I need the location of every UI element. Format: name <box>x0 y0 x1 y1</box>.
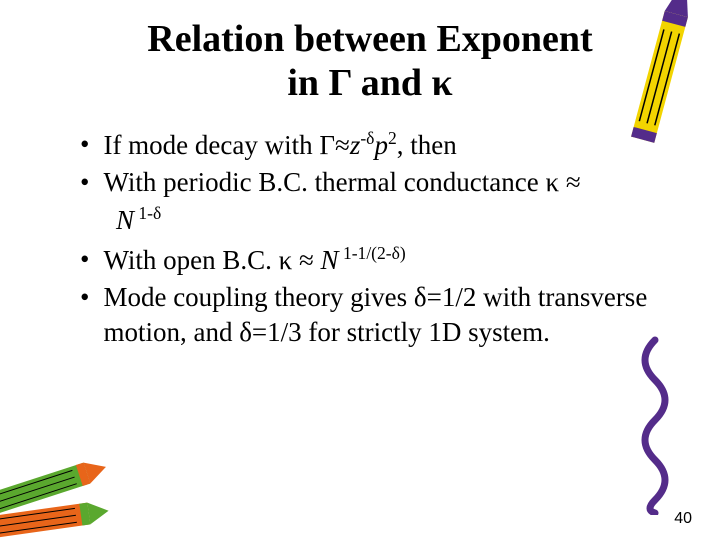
bullet-list: • If mode decay with Γ≈z-δp2, then • Wit… <box>60 127 680 349</box>
bullet-text: With open B.C. κ ≈ N 1-1/(2-δ) <box>103 242 680 278</box>
title-line-1: Relation between Exponent <box>147 18 592 60</box>
bullet-text: Mode coupling theory gives δ=1/2 with tr… <box>103 280 680 350</box>
bullet-dot: • <box>80 242 89 277</box>
bullet-text: With periodic B.C. thermal conductance κ… <box>103 165 680 200</box>
bullet-item-2-continuation: N 1-δ <box>80 203 680 236</box>
bullet-text: If mode decay with Γ≈z-δp2, then <box>103 127 680 163</box>
page-number: 40 <box>674 510 692 528</box>
bullet-item-1: • If mode decay with Γ≈z-δp2, then <box>80 127 680 163</box>
crayon-icon-top-right <box>630 0 690 160</box>
bullet-dot: • <box>80 165 89 200</box>
crayon-icon-bottom-left <box>0 460 120 550</box>
bullet-item-4: • Mode coupling theory gives δ=1/2 with … <box>80 280 680 350</box>
title-line-2: in Γ and κ <box>287 62 452 104</box>
bullet-item-2: • With periodic B.C. thermal conductance… <box>80 165 680 200</box>
slide-container: Relation between Exponent in Γ and κ • I… <box>0 0 720 540</box>
squiggle-icon-bottom-right <box>620 335 690 515</box>
bullet-item-3: • With open B.C. κ ≈ N 1-1/(2-δ) <box>80 242 680 278</box>
bullet-dot: • <box>80 280 89 315</box>
bullet-dot: • <box>80 127 89 162</box>
slide-title: Relation between Exponent in Γ and κ <box>60 18 680 105</box>
